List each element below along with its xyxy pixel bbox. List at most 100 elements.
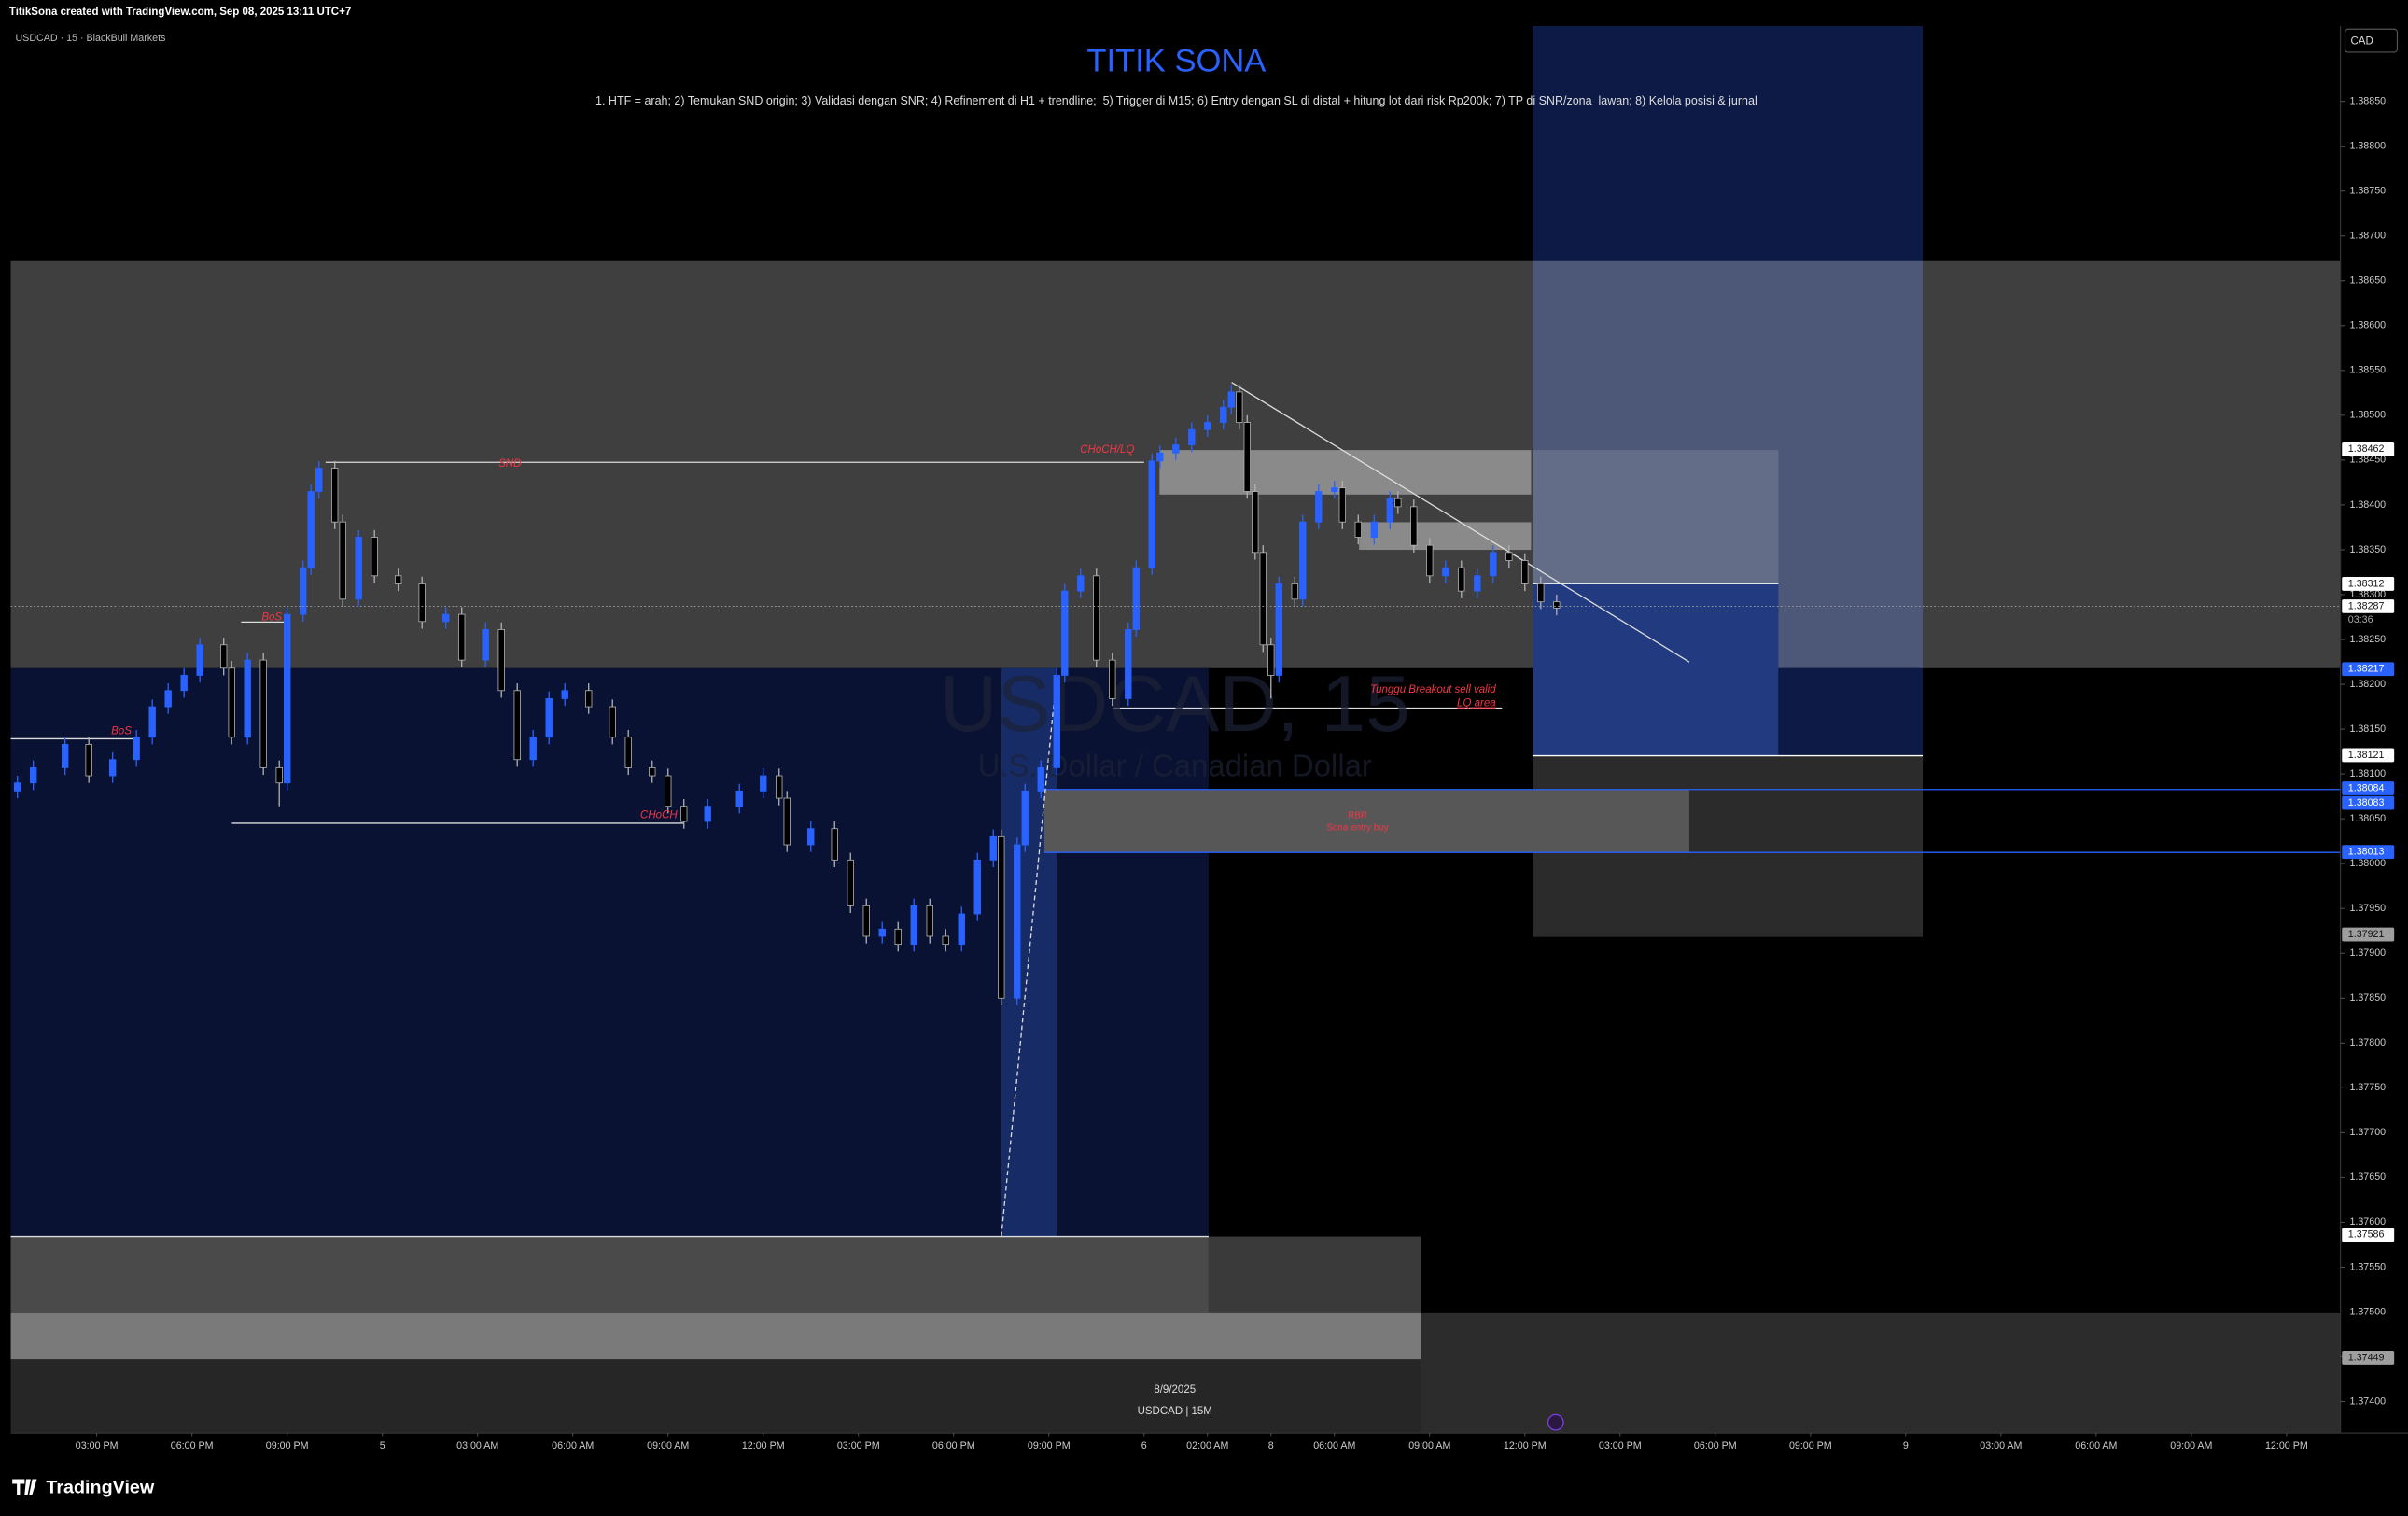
x-tick-label: 03:00 PM <box>76 1440 119 1452</box>
candle-body <box>1125 629 1132 699</box>
candle-body <box>783 797 791 846</box>
candles <box>13 385 1561 1005</box>
y-tick-label: 1.37600 <box>2349 1216 2386 1228</box>
price-label: 1.38083 <box>2348 797 2385 808</box>
candle-body <box>973 859 981 915</box>
x-tick-label: 09:00 AM <box>647 1440 689 1452</box>
x-tick-label: 09:00 PM <box>266 1440 309 1452</box>
x-tick-label: 09:00 PM <box>1028 1440 1071 1452</box>
price-label-box <box>2342 442 2395 456</box>
drawings <box>10 25 2341 1434</box>
zone <box>1208 1236 1421 1313</box>
candle-body <box>624 737 632 768</box>
candle-body <box>1236 391 1243 423</box>
zone <box>1533 25 1924 261</box>
annotation: RBR <box>1348 810 1367 821</box>
zone <box>1421 1312 2341 1434</box>
y-tick-label: 1.38350 <box>2349 544 2386 555</box>
candle-body <box>831 828 838 861</box>
candle-body <box>148 706 156 738</box>
candle-body <box>1109 659 1116 699</box>
x-tick-label: 06:00 PM <box>1694 1440 1737 1452</box>
chart-subtitle: 1. HTF = arah; 2) Temukan SND origin; 3)… <box>595 94 1757 107</box>
candle-body <box>442 613 450 623</box>
x-tick-label: 06:00 PM <box>171 1440 214 1452</box>
annotation: SND <box>498 458 521 470</box>
price-label-box <box>2342 748 2395 763</box>
candle-body <box>1505 552 1513 561</box>
candle-body <box>1148 460 1155 568</box>
candle-body <box>1338 487 1346 523</box>
candle-body <box>807 828 815 846</box>
x-tick-label: 03:00 AM <box>1980 1440 2022 1452</box>
candle-body <box>228 667 235 738</box>
price-label-box <box>2342 662 2395 677</box>
candle-body <box>1267 644 1275 676</box>
candle-body <box>275 766 283 784</box>
x-tick-label: 09:00 AM <box>1408 1440 1450 1452</box>
price-label: 1.38217 <box>2348 664 2385 675</box>
y-tick-label: 1.37400 <box>2349 1396 2386 1407</box>
candle-body <box>330 468 339 523</box>
x-tick-label: 09:00 AM <box>2170 1440 2212 1452</box>
candle-body <box>61 743 69 768</box>
candle-body <box>561 690 568 699</box>
y-tick-label: 1.38150 <box>2349 723 2386 735</box>
x-tick-label: 03:00 AM <box>456 1440 498 1452</box>
candle-body <box>1172 444 1180 454</box>
price-axis <box>2340 25 2408 1460</box>
price-label: 1.37586 <box>2348 1229 2385 1241</box>
annotation: BoS <box>111 725 132 737</box>
candle-body <box>29 766 37 784</box>
candle-body <box>1204 422 1211 430</box>
price-label: 1.37921 <box>2348 929 2385 940</box>
annotation: LQ area <box>1457 698 1496 709</box>
candle-body <box>133 737 140 761</box>
candle-body <box>1188 428 1196 445</box>
price-label: 1.38013 <box>2348 847 2385 858</box>
y-tick-label: 1.37800 <box>2349 1037 2386 1048</box>
annotation: CHoCH/LQ <box>1080 444 1134 456</box>
candle-body <box>482 629 489 661</box>
x-tick-label: 8 <box>1268 1440 1274 1452</box>
y-tick-label: 1.38850 <box>2349 95 2386 106</box>
candle-body <box>1156 452 1164 462</box>
symbol-info: USDCAD · 15 · BlackBull Markets <box>15 33 165 44</box>
candle-body <box>878 928 886 937</box>
y-tick-label: 1.38250 <box>2349 634 2386 645</box>
trendline <box>1231 382 1690 663</box>
y-tick-label: 1.37500 <box>2349 1306 2386 1317</box>
candle-body <box>910 905 917 946</box>
candle-body <box>299 567 307 615</box>
candle-body <box>513 690 521 761</box>
price-label: 1.38312 <box>2348 578 2385 589</box>
y-tick-label: 1.38600 <box>2349 320 2386 331</box>
candle-body <box>1299 521 1307 600</box>
candle-body <box>1243 422 1251 492</box>
x-tick-label: 06:00 AM <box>1313 1440 1355 1452</box>
candle-body <box>355 537 362 600</box>
supply-zone <box>1359 522 1532 551</box>
x-tick-label: 02:00 AM <box>1186 1440 1228 1452</box>
y-tick-label: 1.38100 <box>2349 768 2386 779</box>
price-label-box <box>2342 1228 2395 1242</box>
y-tick-label: 1.38500 <box>2349 410 2386 421</box>
chart-title: TITIK SONA <box>1086 44 1266 79</box>
y-tick-label: 1.37700 <box>2349 1127 2386 1138</box>
price-label-box <box>2342 781 2395 795</box>
header-bar <box>0 0 2408 26</box>
footer-symbol: USDCAD | 15M <box>1138 1406 1212 1417</box>
icon[interactable] <box>1547 1413 1564 1431</box>
y-tick-label: 1.37900 <box>2349 948 2386 959</box>
candle-body <box>1474 575 1481 592</box>
y-tick-label: 1.38200 <box>2349 679 2386 690</box>
y-tick-label: 1.38000 <box>2349 858 2386 869</box>
candle-body <box>196 644 203 676</box>
y-tick-label: 1.38400 <box>2349 499 2386 511</box>
zone <box>10 1359 1421 1434</box>
candle-body <box>862 905 870 937</box>
annotation: BoS <box>261 611 282 623</box>
candle-body <box>942 935 949 946</box>
y-tick-label: 1.38550 <box>2349 365 2386 376</box>
